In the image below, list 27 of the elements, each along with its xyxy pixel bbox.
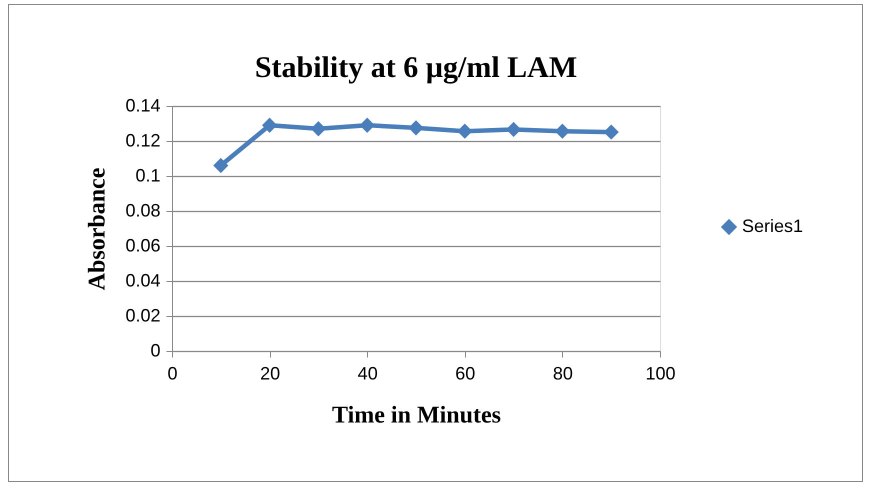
y-tick-label: 0.14 (125, 96, 160, 116)
x-axis-title: Time in Minutes (332, 402, 501, 428)
point (554, 124, 570, 139)
y-tick-label: 0.04 (125, 270, 160, 290)
y-tick-label: 0.06 (125, 236, 160, 256)
x-tick-label: 100 (645, 364, 676, 384)
chart-title: Stability at 6 µg/ml LAM (254, 51, 578, 84)
point (506, 122, 522, 138)
y-tick-label: 0 (150, 340, 160, 360)
x-tick-label: 40 (358, 364, 378, 384)
point (360, 118, 375, 133)
y-axis-title: Absorbance (84, 167, 110, 290)
point (310, 121, 326, 136)
y-tick-label: 0.12 (125, 130, 160, 150)
x-tick-label: 20 (260, 364, 280, 384)
x-tick-label: 0 (167, 364, 178, 384)
y-tick-label: 0.08 (125, 200, 160, 220)
y-tick-label: 0.02 (125, 306, 160, 326)
legend-label: Series1 (742, 216, 804, 236)
point (262, 118, 278, 133)
x-tick-label: 80 (552, 364, 573, 384)
point (213, 158, 228, 174)
x-tick-label: 60 (455, 364, 476, 384)
point (457, 124, 472, 139)
y-tick-label: 0.1 (135, 166, 160, 186)
point (408, 120, 424, 136)
point (604, 124, 619, 140)
